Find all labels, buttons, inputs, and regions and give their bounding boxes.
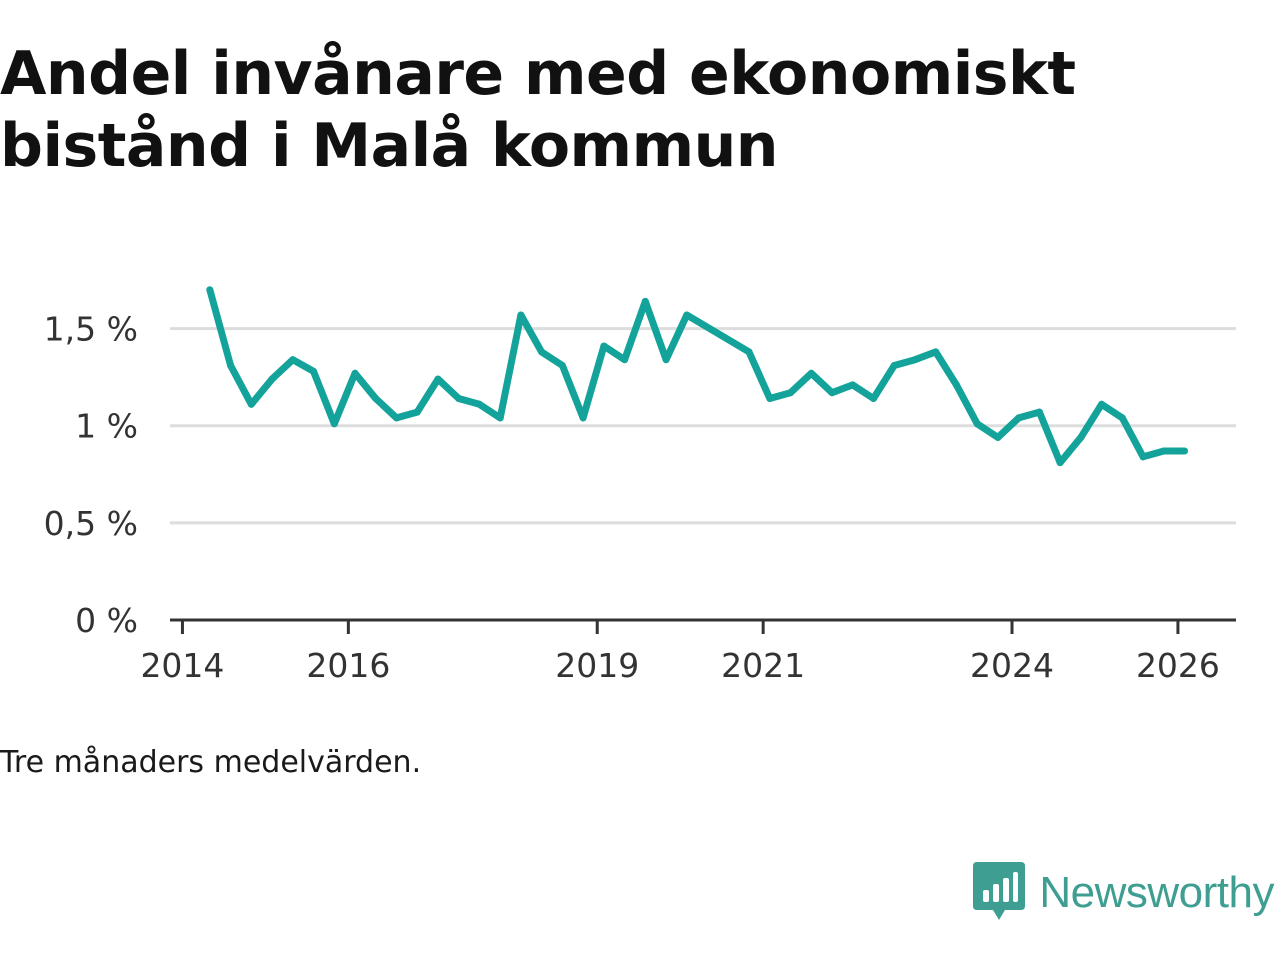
x-tick-label: 2019 xyxy=(555,646,639,685)
data-point xyxy=(310,367,317,375)
data-point xyxy=(1139,453,1147,461)
data-point xyxy=(662,356,670,364)
data-point xyxy=(807,369,815,377)
data-point xyxy=(538,348,546,356)
chart-footnote: Tre månaders medelvärden. xyxy=(0,745,422,780)
y-tick-label: 0,5 % xyxy=(44,504,138,543)
data-point xyxy=(641,297,649,305)
data-point xyxy=(351,369,359,377)
data-point xyxy=(766,395,774,402)
x-tick-label: 2021 xyxy=(721,646,805,685)
y-tick-label: 0 % xyxy=(75,601,138,640)
data-point xyxy=(870,395,877,402)
brand-name: Newsworthy xyxy=(1039,868,1274,917)
data-point xyxy=(1098,400,1106,408)
x-tick-label: 2026 xyxy=(1136,646,1220,685)
data-point xyxy=(558,362,566,369)
data-point xyxy=(994,433,1002,441)
x-tick-label: 2024 xyxy=(970,646,1054,685)
brand-logo: Newsworthy xyxy=(973,862,1274,924)
data-point xyxy=(1118,414,1126,422)
data-point xyxy=(849,381,857,389)
data-point xyxy=(952,381,960,389)
data-point xyxy=(206,286,214,294)
data-point xyxy=(911,356,919,364)
y-tick-label: 1,5 % xyxy=(44,310,138,349)
data-point xyxy=(268,375,276,383)
x-tick-label: 2016 xyxy=(306,646,390,685)
data-point xyxy=(475,400,483,408)
data-point xyxy=(745,348,753,356)
data-point xyxy=(434,375,442,383)
data-point xyxy=(227,362,235,369)
data-point xyxy=(247,400,255,408)
data-point xyxy=(787,389,794,397)
x-axis: 2014 2016 2019 2021 2024 2026 xyxy=(140,618,1236,685)
data-point xyxy=(372,395,380,402)
data-point xyxy=(289,356,297,364)
data-point xyxy=(621,356,629,364)
chart-title: Andel invånare med ekonomiskt bistånd i … xyxy=(0,39,1076,181)
data-point xyxy=(517,311,525,319)
data-point xyxy=(600,342,608,350)
series-line xyxy=(206,288,1185,467)
data-point xyxy=(1160,447,1168,455)
data-point xyxy=(1077,433,1085,441)
y-tick-label: 1 % xyxy=(75,407,138,446)
data-point xyxy=(455,395,463,402)
series-layer xyxy=(206,286,1189,467)
data-point xyxy=(973,420,981,428)
data-point xyxy=(932,348,940,356)
data-point xyxy=(1056,459,1064,467)
x-tick-label: 2014 xyxy=(140,646,224,685)
data-point xyxy=(1035,408,1043,416)
data-point xyxy=(496,414,504,422)
data-point xyxy=(393,414,400,422)
data-point xyxy=(828,389,836,397)
data-point xyxy=(683,311,691,319)
data-point xyxy=(890,362,898,369)
data-point xyxy=(579,414,587,422)
data-point xyxy=(413,408,421,416)
line-chart: 0 % 0,5 % 1 % 1,5 % 2014 2016 2019 2021 2024 202… xyxy=(44,286,1236,685)
newsworthy-logo-icon xyxy=(973,862,1026,920)
data-point xyxy=(330,420,338,428)
y-axis-labels: 0 % 0,5 % 1 % 1,5 % xyxy=(44,310,138,640)
data-point xyxy=(1181,447,1189,455)
gridlines xyxy=(170,327,1236,525)
data-point xyxy=(1015,414,1023,422)
